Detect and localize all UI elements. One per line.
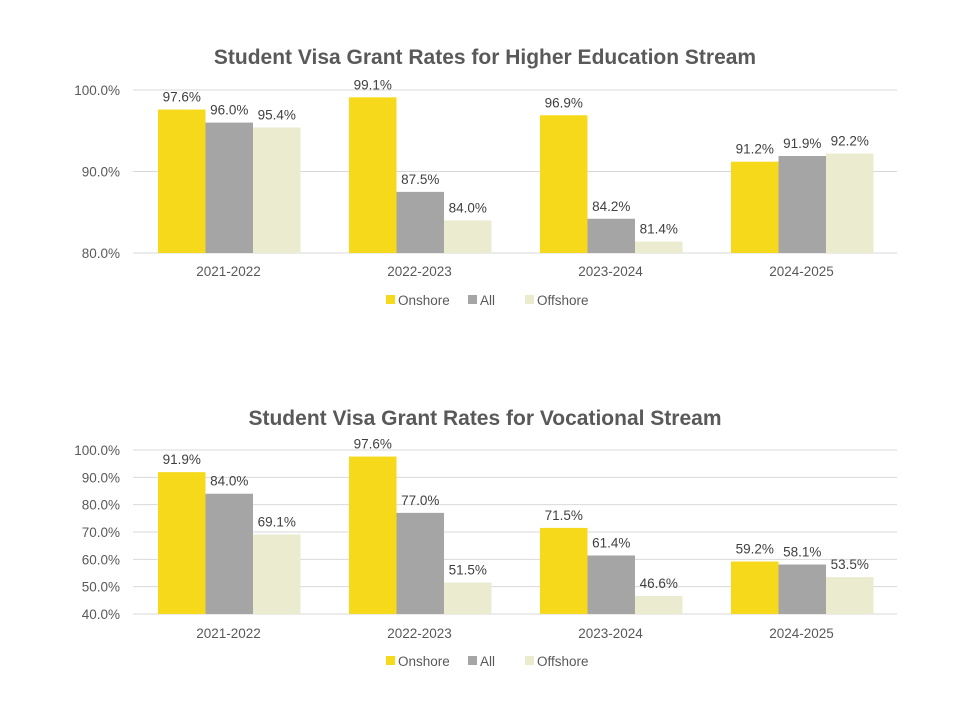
data-label: 91.9%	[783, 136, 821, 151]
x-tick-label: 2021-2022	[196, 264, 261, 279]
data-label: 95.4%	[258, 107, 296, 122]
y-tick-label: 80.0%	[82, 498, 120, 513]
bar-offshore	[826, 153, 874, 253]
bar-offshore	[635, 241, 683, 253]
bar-offshore	[253, 127, 301, 253]
y-tick-label: 70.0%	[82, 525, 120, 540]
bar-onshore	[731, 561, 779, 614]
legend-swatch-offshore	[525, 295, 534, 304]
data-label: 61.4%	[592, 536, 630, 551]
data-label: 71.5%	[545, 508, 583, 523]
data-label: 97.6%	[163, 90, 201, 105]
y-tick-label: 90.0%	[82, 165, 120, 180]
legend-label: All	[480, 293, 495, 308]
x-tick-label: 2024-2025	[769, 264, 834, 279]
bar-all	[587, 218, 635, 253]
bar-all	[587, 555, 635, 614]
x-tick-label: 2022-2023	[387, 626, 452, 641]
x-tick-label: 2023-2024	[578, 626, 643, 641]
legend-swatch-offshore	[525, 656, 534, 665]
bar-offshore	[444, 220, 492, 253]
chart-title: Student Visa Grant Rates for Higher Educ…	[214, 46, 756, 69]
legend-label: Onshore	[398, 293, 450, 308]
data-label: 84.2%	[592, 199, 630, 214]
data-label: 51.5%	[449, 563, 487, 578]
y-tick-label: 40.0%	[82, 607, 120, 622]
bar-all	[396, 512, 444, 614]
bar-onshore	[349, 97, 397, 254]
y-tick-label: 50.0%	[82, 580, 120, 595]
data-label: 99.1%	[354, 77, 392, 92]
bar-onshore	[349, 456, 397, 614]
x-tick-label: 2021-2022	[196, 626, 261, 641]
bar-all	[778, 156, 826, 253]
data-label: 97.6%	[354, 437, 392, 452]
legend-label: Onshore	[398, 654, 450, 669]
chart-title: Student Visa Grant Rates for Vocational …	[248, 407, 721, 430]
bar-onshore	[540, 115, 588, 253]
bar-offshore	[635, 595, 683, 614]
y-tick-label: 80.0%	[82, 246, 120, 261]
legend-label: Offshore	[537, 654, 589, 669]
data-label: 96.0%	[210, 103, 248, 118]
x-tick-label: 2023-2024	[578, 264, 643, 279]
x-tick-label: 2024-2025	[769, 626, 834, 641]
bar-onshore	[731, 161, 779, 253]
y-tick-label: 60.0%	[82, 552, 120, 567]
y-tick-label: 100.0%	[74, 443, 120, 458]
x-tick-label: 2022-2023	[387, 264, 452, 279]
data-label: 84.0%	[449, 200, 487, 215]
chart-1: Student Visa Grant Rates for Higher Educ…	[74, 46, 897, 308]
data-label: 92.2%	[831, 134, 869, 149]
data-label: 91.9%	[163, 452, 201, 467]
bar-all	[205, 122, 253, 253]
legend-label: All	[480, 654, 495, 669]
chart-2: Student Visa Grant Rates for Vocational …	[74, 407, 897, 669]
legend-swatch-all	[468, 656, 477, 665]
bar-onshore	[158, 472, 206, 614]
data-label: 84.0%	[210, 474, 248, 489]
bar-all	[778, 564, 826, 614]
bar-all	[396, 191, 444, 253]
bar-onshore	[540, 527, 588, 614]
y-tick-label: 90.0%	[82, 470, 120, 485]
bar-all	[205, 493, 253, 614]
data-label: 46.6%	[640, 576, 678, 591]
legend-swatch-onshore	[386, 295, 395, 304]
data-label: 81.4%	[640, 222, 678, 237]
bar-offshore	[444, 582, 492, 614]
bar-offshore	[826, 577, 874, 614]
data-label: 53.5%	[831, 557, 869, 572]
legend-swatch-onshore	[386, 656, 395, 665]
bar-offshore	[253, 534, 301, 614]
data-label: 59.2%	[736, 542, 774, 557]
data-label: 69.1%	[258, 514, 296, 529]
data-label: 91.2%	[736, 142, 774, 157]
legend-swatch-all	[468, 295, 477, 304]
data-label: 77.0%	[401, 493, 439, 508]
bar-onshore	[158, 109, 206, 253]
data-label: 96.9%	[545, 95, 583, 110]
data-label: 87.5%	[401, 172, 439, 187]
legend-label: Offshore	[537, 293, 589, 308]
y-tick-label: 100.0%	[74, 83, 120, 98]
data-label: 58.1%	[783, 545, 821, 560]
